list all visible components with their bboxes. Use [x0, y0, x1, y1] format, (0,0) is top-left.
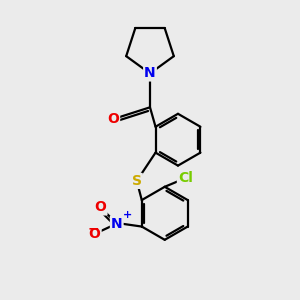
Text: Cl: Cl [178, 171, 193, 185]
Text: O: O [89, 227, 100, 241]
Text: −: − [87, 221, 99, 236]
Text: N: N [111, 217, 123, 231]
Text: O: O [94, 200, 106, 214]
Text: N: N [144, 66, 156, 80]
Text: S: S [132, 174, 142, 188]
Text: O: O [107, 112, 119, 126]
Text: +: + [123, 210, 133, 220]
